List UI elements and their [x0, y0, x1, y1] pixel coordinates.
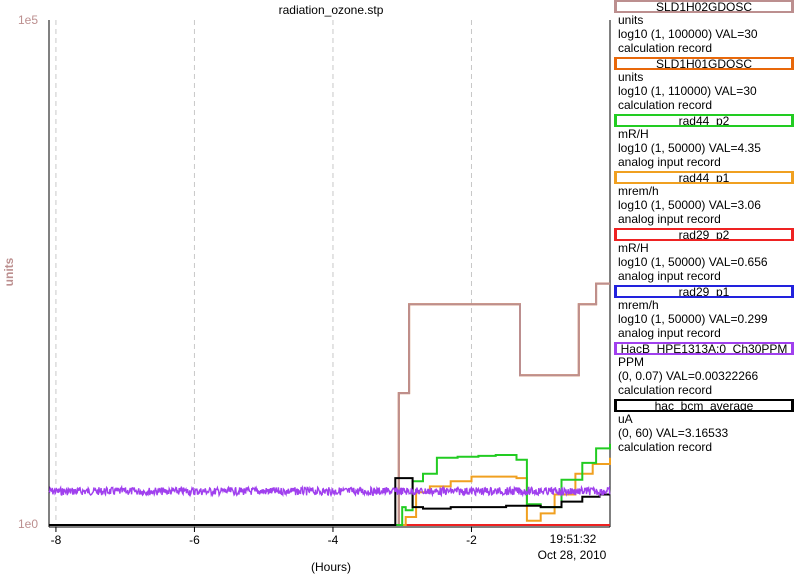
legend-unit: PPM — [618, 355, 645, 369]
series-line-HacB_HPE1313A:0_Ch30PPM — [48, 484, 611, 498]
legend-record: analog input record — [618, 326, 721, 340]
legend-range: log10 (1, 50000) VAL=4.35 — [618, 141, 761, 155]
chart: radiation_ozone.stp -8 -6 -4 -2 1e5 1e0 uni… — [2, 3, 611, 574]
legend-record: calculation record — [618, 383, 713, 397]
legend-unit: mrem/h — [618, 184, 659, 198]
legend-series-name: SLD1H02GDOSC — [614, 0, 794, 13]
legend-range: (0, 60) VAL=3.16533 — [618, 426, 729, 440]
legend-record: analog input record — [618, 269, 721, 283]
legend-series-name: rad44_p1 — [614, 171, 794, 184]
series-line-SLD1H02GDOSC — [49, 282, 610, 526]
legend-unit: units — [618, 13, 644, 27]
chart-title: radiation_ozone.stp — [279, 3, 384, 17]
legend-range: log10 (1, 50000) VAL=0.299 — [618, 312, 768, 326]
grid — [55, 20, 472, 527]
legend-record: calculation record — [618, 440, 713, 454]
legend-unit: mrem/h — [618, 298, 659, 312]
legend-series-name: HacB_HPE1313A:0_Ch30PPM — [614, 342, 794, 355]
time-label: 19:51:32 — [550, 532, 597, 546]
legend-range: (0, 0.07) VAL=0.00322266 — [618, 369, 759, 383]
y-tick-top: 1e5 — [18, 13, 38, 27]
x-ticks: -8 -6 -4 -2 — [51, 527, 477, 547]
legend-series-name: rad29_p1 — [614, 285, 794, 298]
legend-range: log10 (1, 50000) VAL=0.656 — [618, 255, 768, 269]
legend-series-name: rad44_p2 — [614, 114, 794, 127]
x-tick-label: -2 — [466, 533, 477, 547]
legend-record: analog input record — [618, 155, 721, 169]
legend-unit: uA — [618, 412, 633, 426]
x-tick-label: -8 — [51, 533, 62, 547]
legend-range: log10 (1, 50000) VAL=3.06 — [618, 198, 761, 212]
legend-range: log10 (1, 100000) VAL=30 — [618, 27, 758, 41]
legend-record: calculation record — [618, 41, 713, 55]
y-axis-label: units — [2, 257, 16, 286]
legend-series-name: rad29_p2 — [614, 228, 794, 241]
y-tick-bottom: 1e0 — [18, 517, 38, 531]
legend-record: calculation record — [618, 98, 713, 112]
x-axis-label: (Hours) — [311, 560, 351, 574]
date-label: Oct 28, 2010 — [538, 548, 607, 562]
series-line-hac_bcm_average — [49, 477, 610, 526]
series-line-rad44_p2 — [49, 443, 611, 526]
legend-series-name: SLD1H01GDOSC — [614, 57, 794, 70]
series-layer — [48, 282, 611, 526]
legend-range: log10 (1, 110000) VAL=30 — [618, 84, 757, 98]
legend-series-name: hac_bcm_average — [614, 399, 794, 412]
legend-unit: units — [618, 70, 644, 84]
x-tick-label: -6 — [189, 533, 200, 547]
legend-unit: mR/H — [618, 241, 649, 255]
legend-record: analog input record — [618, 212, 721, 226]
x-tick-label: -4 — [328, 533, 339, 547]
legend-unit: mR/H — [618, 127, 649, 141]
